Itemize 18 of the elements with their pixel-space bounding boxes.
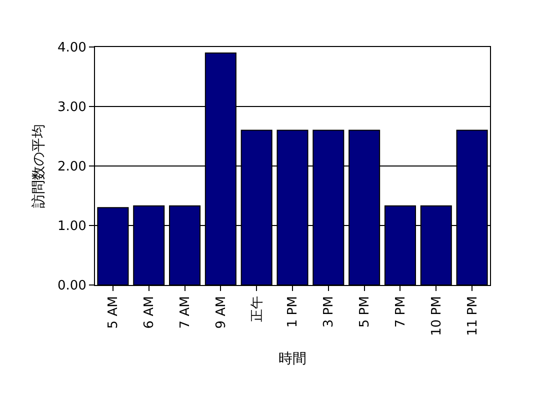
y-tick-label: 1.00 <box>57 219 86 234</box>
x-axis-title: 時間 <box>278 351 306 368</box>
x-tick-label: 5 PM <box>358 296 373 328</box>
y-tick-label: 2.00 <box>57 160 86 175</box>
x-tick-label: 6 AM <box>142 296 158 329</box>
x-tick-label: 7 AM <box>178 296 193 329</box>
x-tick-label: 1 PM <box>286 296 301 328</box>
y-axis-title: 訪問数の平均 <box>31 124 48 208</box>
x-tick-label: 3 PM <box>322 296 337 328</box>
y-tick-label: 3.00 <box>57 100 86 116</box>
x-tick-label: 10 PM <box>429 296 444 336</box>
y-tick-label: 4.00 <box>57 40 86 56</box>
x-tick-label: 9 AM <box>214 296 229 329</box>
y-tick-label: 0.00 <box>57 278 86 294</box>
x-tick-label: 7 PM <box>393 296 408 328</box>
x-tick-label: 11 PM <box>465 296 480 336</box>
x-tick-label: 正午 <box>250 296 265 322</box>
x-tick-label: 5 AM <box>106 296 122 329</box>
